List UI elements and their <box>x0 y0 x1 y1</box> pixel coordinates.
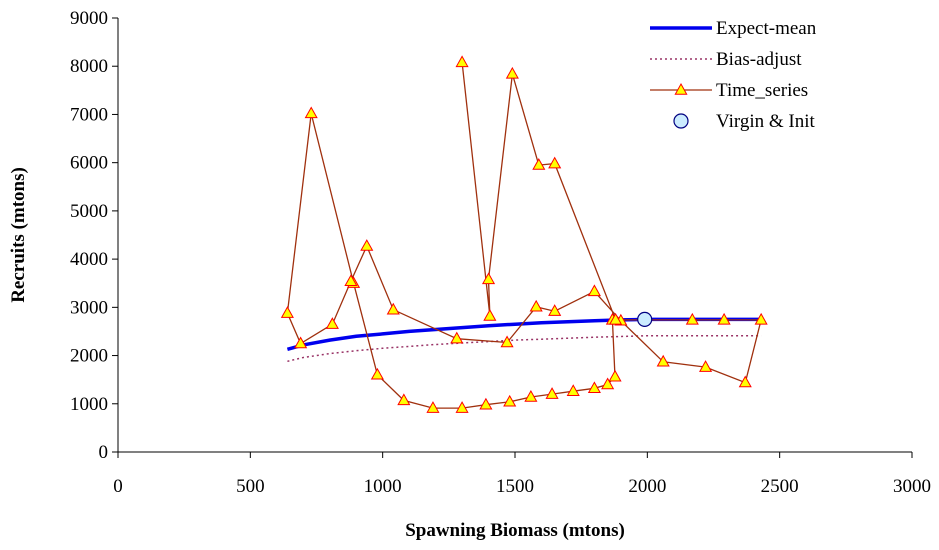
legend-label: Bias-adjust <box>716 49 802 70</box>
time-series-point <box>479 397 493 410</box>
time-series-point <box>754 312 768 325</box>
time-series-point <box>280 306 294 318</box>
time-series-point <box>370 367 384 380</box>
y-tick-label: 8000 <box>70 56 108 77</box>
y-tick-label: 6000 <box>70 153 108 174</box>
time-series-point <box>450 331 464 344</box>
time-series-line <box>286 62 762 409</box>
y-tick-label: 2000 <box>70 346 108 367</box>
time-series-point <box>566 384 580 396</box>
y-tick-label: 3000 <box>70 297 108 318</box>
x-tick-label: 1500 <box>496 476 534 497</box>
x-tick-label: 0 <box>113 476 123 497</box>
time-series-point <box>532 158 546 170</box>
time-series-point <box>304 106 318 119</box>
time-series-point <box>548 156 562 169</box>
y-tick-label: 5000 <box>70 201 108 222</box>
time-series-point <box>524 390 538 402</box>
time-series-point <box>455 401 469 413</box>
legend-swatch-time-series-marker <box>674 82 688 95</box>
series-layer <box>280 55 768 413</box>
time-series-point <box>344 274 358 286</box>
legend-label: Time_series <box>716 80 808 101</box>
x-tick-label: 500 <box>236 476 265 497</box>
time-series-point <box>545 387 559 399</box>
time-series-point <box>325 317 339 329</box>
x-tick-label: 3000 <box>893 476 931 497</box>
time-series-point <box>503 394 517 407</box>
legend-label: Virgin & Init <box>716 111 816 132</box>
y-tick-label: 4000 <box>70 249 108 270</box>
time-series-point <box>505 66 519 79</box>
y-tick-label: 1000 <box>70 394 108 415</box>
time-series-point <box>294 336 308 349</box>
virgin-init-point <box>637 311 653 327</box>
time-series-point <box>608 369 622 382</box>
time-series-point <box>609 312 623 325</box>
bias-adjust-line <box>287 335 762 363</box>
x-axis-title: Spawning Biomass (mtons) <box>405 520 625 541</box>
y-tick-label: 7000 <box>70 104 108 125</box>
time-series-point <box>656 354 670 367</box>
time-series-point <box>500 335 514 348</box>
time-series-point <box>483 308 497 321</box>
time-series-point <box>481 272 496 285</box>
time-series-point <box>455 55 469 68</box>
x-tick-label: 2000 <box>628 476 666 497</box>
x-tick-label: 2500 <box>761 476 799 497</box>
x-tick-label: 1000 <box>364 476 402 497</box>
time-series-point <box>738 375 752 388</box>
time-series-point <box>386 302 400 315</box>
legend: Expect-mean Bias-adjust Time_series Virgin … <box>650 18 817 132</box>
time-series-point <box>426 401 440 413</box>
time-series-point <box>587 381 601 394</box>
legend-label: Expect-mean <box>716 18 817 39</box>
time-series-point <box>699 360 713 372</box>
time-series-point <box>601 377 615 390</box>
y-tick-label: 0 <box>99 442 109 463</box>
y-axis-title: Recruits (mtons) <box>8 167 29 303</box>
time-series-point <box>587 284 601 297</box>
time-series-point <box>397 393 411 406</box>
time-series-point <box>548 304 562 316</box>
time-series-point <box>717 312 731 325</box>
time-series-point <box>529 299 543 312</box>
axes: 0 1000 2000 3000 4000 5000 6000 7000 8000 9000 0 50… <box>70 8 931 497</box>
y-tick-label: 9000 <box>70 8 108 29</box>
time-series-point <box>685 312 699 325</box>
time-series-point <box>360 239 374 251</box>
legend-swatch-virgin-init <box>673 113 689 129</box>
